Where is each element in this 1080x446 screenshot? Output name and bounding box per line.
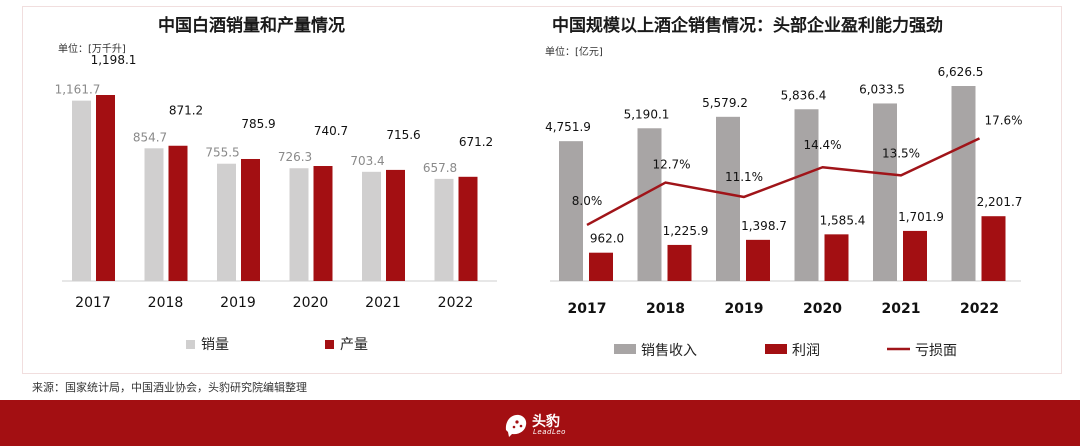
x-tick-2022: 2022 [438,295,474,311]
bar-label-利润-2020: 1,585.4 [820,213,866,227]
footer-brand-sub: LeadLeo [533,428,566,436]
x-tick-2020: 2020 [293,295,329,311]
legend-label-亏损面: 亏损面 [915,343,957,359]
legend-label-销售收入: 销售收入 [641,343,697,359]
bar-产量-2022 [458,176,478,281]
bar-label-销售收入-2020: 5,836.4 [781,88,827,102]
line-label-2022: 17.6% [984,113,1022,127]
footer-band [0,400,1080,446]
bar-产量-2018 [168,145,188,281]
x-tick-2021: 2021 [365,295,401,311]
legend-swatch-销量 [186,340,195,349]
bar-销售收入-2019 [716,116,740,281]
bar-销量-2018 [144,148,164,281]
line-label-2017: 8.0% [572,194,603,208]
bar-利润-2020 [824,234,849,281]
legend-swatch-利润 [765,344,787,354]
x-tick-2019: 2019 [725,301,764,317]
bar-利润-2022 [981,216,1006,281]
bar-label-利润-2018: 1,225.9 [663,224,709,238]
bar-label-产量-2021: 715.6 [386,128,420,142]
bar-label-销量-2019: 755.5 [205,146,239,160]
left-chart-unit: 单位：[万千升] [58,44,126,55]
bar-销量-2017 [72,100,91,282]
source-note: 来源：国家统计局，中国酒业协会，头豹研究院编辑整理 [32,381,307,394]
x-tick-2018: 2018 [148,295,184,311]
bar-产量-2017 [96,95,115,281]
x-tick-2018: 2018 [646,301,685,317]
right-chart-title: 中国规模以上酒企销售情况：头部企业盈利能力强劲 [552,16,943,36]
footer-logo: 头豹 LeadLeo [502,409,592,439]
bar-label-销量-2018: 854.7 [133,130,167,144]
legend-label-产量: 产量 [340,337,368,353]
chart-panel-border [22,6,1062,374]
bar-产量-2019 [241,158,260,281]
line-label-2019: 11.1% [725,170,763,184]
line-label-2018: 12.7% [652,158,690,172]
x-tick-2017: 2017 [75,295,111,311]
bar-label-销售收入-2022: 6,626.5 [938,65,984,79]
bar-label-产量-2018: 871.2 [169,104,203,118]
bar-label-利润-2019: 1,398.7 [741,219,787,233]
line-亏损面 [586,137,981,227]
footer-brand: 头豹 [532,414,560,430]
bar-label-利润-2021: 1,701.9 [898,210,944,224]
bar-label-销售收入-2021: 6,033.5 [859,82,905,96]
x-tick-2019: 2019 [220,295,256,311]
line-label-2021: 13.5% [882,146,920,160]
bar-label-销售收入-2018: 5,190.1 [624,107,670,121]
bar-销量-2020 [289,168,309,281]
bar-利润-2021 [903,230,927,281]
bar-label-销量-2022: 657.8 [423,161,457,175]
bar-label-产量-2022: 671.2 [459,135,493,149]
bar-label-销量-2017: 1,161.7 [55,83,101,97]
legend-swatch-产量 [325,340,334,349]
x-tick-2017: 2017 [568,301,607,317]
bar-label-销量-2021: 703.4 [350,154,384,168]
bar-label-利润-2022: 2,201.7 [977,195,1023,209]
legend-label-销量: 销量 [201,337,229,353]
bar-销售收入-2021 [873,103,897,282]
bar-销量-2021 [362,171,381,281]
x-tick-2021: 2021 [882,301,921,317]
bar-利润-2018 [667,244,692,281]
line-label-2020: 14.4% [803,138,841,152]
bar-label-产量-2017: 1,198.1 [91,53,137,67]
bar-产量-2021 [386,169,405,281]
bar-label-销量-2020: 726.3 [278,150,312,164]
bar-label-利润-2017: 962.0 [590,232,624,246]
bar-销量-2019 [217,163,236,281]
left-chart-title: 中国白酒销量和产量情况 [158,16,345,36]
bar-销量-2022 [434,178,454,281]
legend-swatch-销售收入 [614,344,636,354]
x-tick-2020: 2020 [803,301,842,317]
bar-销售收入-2022 [951,86,976,281]
bar-label-销售收入-2017: 4,751.9 [545,120,591,134]
legend-label-利润: 利润 [792,343,820,359]
bar-label-产量-2020: 740.7 [314,124,348,138]
bar-产量-2020 [313,166,333,281]
bar-销售收入-2018 [637,128,662,281]
bar-销售收入-2020 [794,109,819,281]
right-combo-chart: 4,751.9 962.0 2017 5,190.1 1,225.9 2018 5,579.… [545,65,1023,359]
leopard-logo-icon [505,414,527,437]
bar-销售收入-2017 [559,141,583,281]
right-chart-unit: 单位：[亿元] [545,47,603,58]
bar-利润-2017 [589,252,613,281]
x-tick-2022: 2022 [960,301,999,317]
bar-label-销售收入-2019: 5,579.2 [702,96,748,110]
bar-label-产量-2019: 785.9 [241,117,275,131]
bar-利润-2019 [746,239,770,281]
